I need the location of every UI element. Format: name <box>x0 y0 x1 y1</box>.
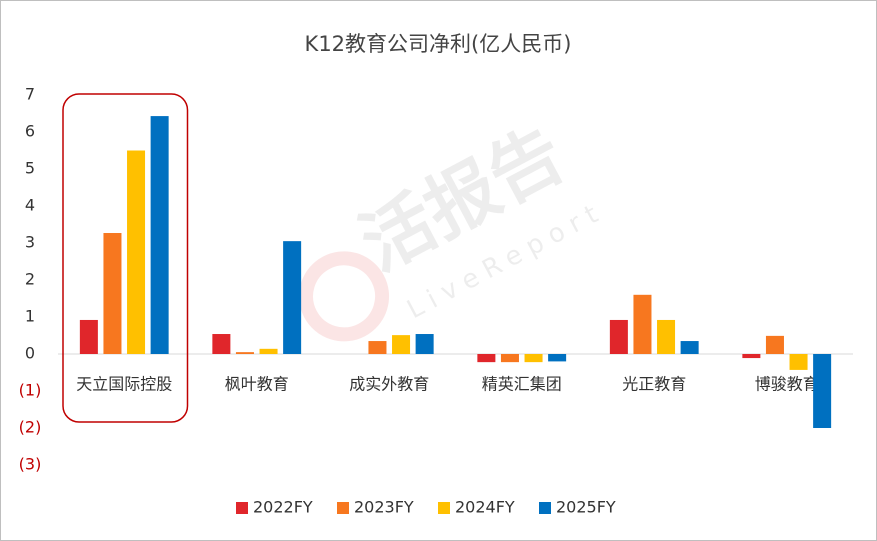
y-tick-label: 3 <box>25 233 35 252</box>
legend-swatch <box>438 502 450 514</box>
bar <box>765 335 784 354</box>
y-tick-label: 1 <box>25 307 35 326</box>
bar <box>813 354 832 428</box>
bar <box>368 341 387 354</box>
bar <box>477 354 496 363</box>
legend-swatch <box>236 502 248 514</box>
x-tick-label: 精英汇集团 <box>482 375 562 394</box>
legend-label: 2022FY <box>253 498 313 517</box>
highlight-box <box>62 93 189 423</box>
bar <box>103 233 122 354</box>
bar <box>609 319 628 354</box>
bar <box>524 354 543 363</box>
bar <box>150 116 169 354</box>
bar <box>283 241 302 354</box>
bar <box>415 334 434 354</box>
y-tick-label: (2) <box>19 418 42 437</box>
legend-swatch <box>539 502 551 514</box>
bar <box>500 354 519 363</box>
x-tick-label: 天立国际控股 <box>76 375 172 394</box>
legend-label: 2025FY <box>556 498 616 517</box>
bar <box>633 294 652 354</box>
y-tick-label: 6 <box>25 122 35 141</box>
legend-label: 2024FY <box>455 498 515 517</box>
x-tick-label: 枫叶教育 <box>225 375 289 394</box>
chart-title: K12教育公司净利(亿人民币) <box>305 32 572 56</box>
y-tick-label: (1) <box>19 381 42 400</box>
bar <box>259 348 278 354</box>
bar <box>127 150 146 354</box>
x-tick-label: 光正教育 <box>622 375 686 394</box>
legend-swatch <box>337 502 349 514</box>
bar <box>212 334 231 354</box>
y-tick-label: 4 <box>25 196 35 215</box>
legend-label: 2023FY <box>354 498 414 517</box>
y-tick-label: 0 <box>25 344 35 363</box>
bar <box>392 335 411 354</box>
y-tick-label: (3) <box>19 455 42 474</box>
bar <box>235 352 254 354</box>
bar <box>789 354 808 370</box>
y-tick-label: 7 <box>25 85 35 104</box>
y-tick-label: 2 <box>25 270 35 289</box>
bar <box>742 354 761 359</box>
watermark-logo <box>299 251 390 342</box>
bar <box>79 319 98 354</box>
x-tick-label: 成实外教育 <box>349 375 429 394</box>
y-tick-label: 5 <box>25 159 35 178</box>
x-tick-label: 博骏教育 <box>755 375 819 394</box>
bar <box>548 354 567 362</box>
bar <box>680 341 699 354</box>
bar <box>657 319 676 354</box>
